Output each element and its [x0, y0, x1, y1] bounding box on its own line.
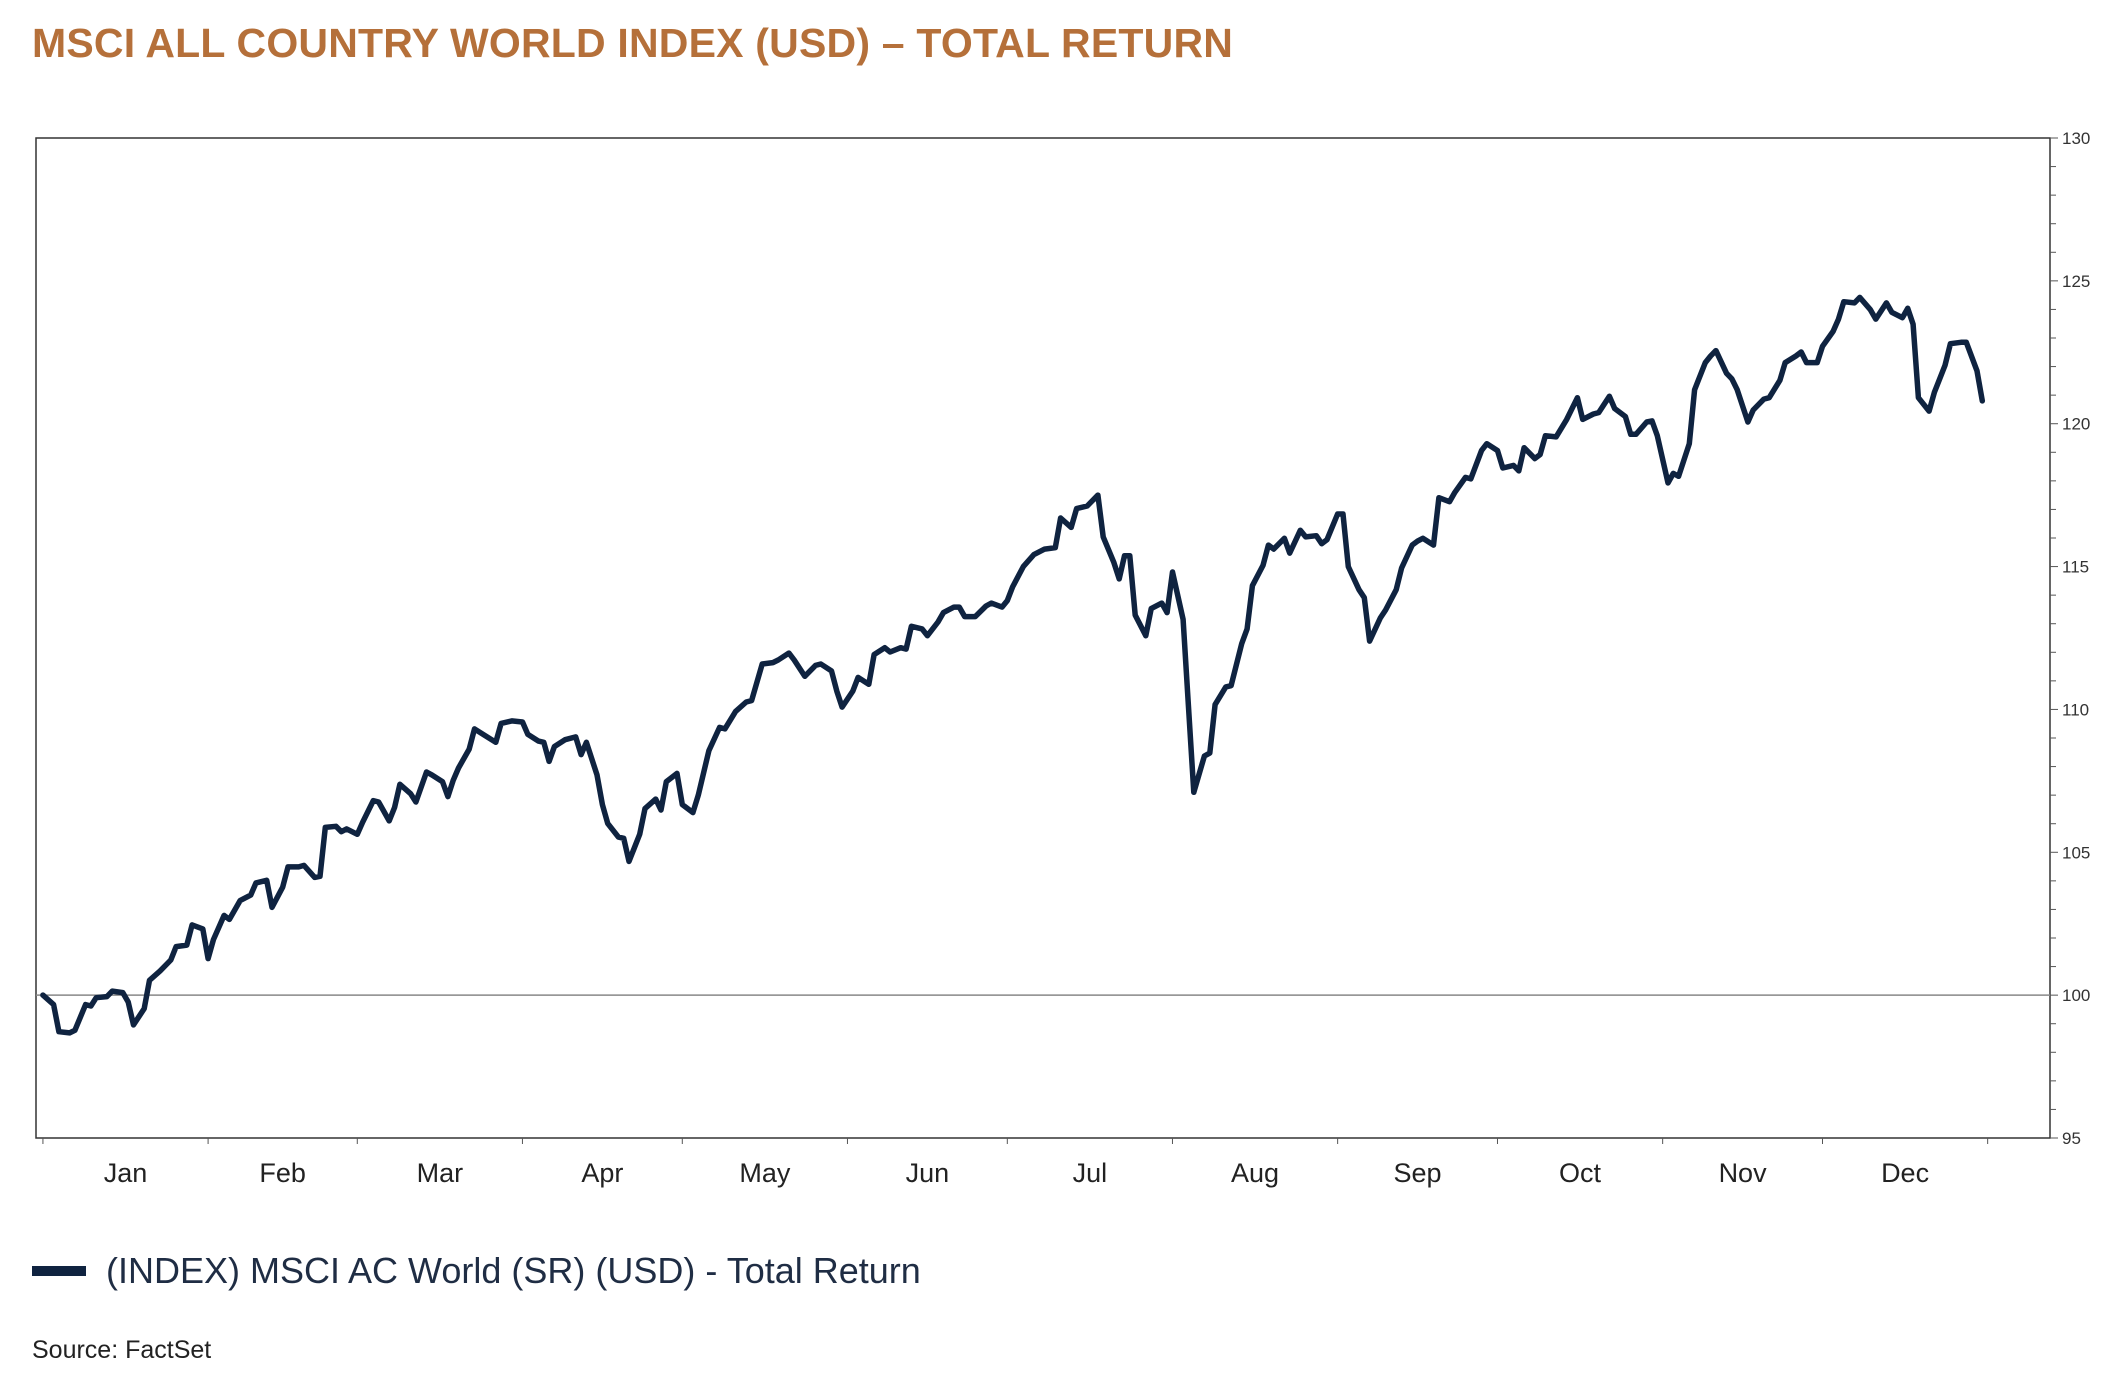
x-tick-label: Aug	[1231, 1158, 1279, 1188]
y-tick-label: 130	[2062, 129, 2090, 148]
series-line	[40, 294, 1986, 1036]
x-tick-label: Jun	[906, 1158, 950, 1188]
y-tick-label: 100	[2062, 986, 2090, 1005]
x-tick-label: Sep	[1394, 1158, 1442, 1188]
source-note: Source: FactSet	[32, 1336, 212, 1364]
x-tick-label: Mar	[417, 1158, 464, 1188]
x-tick-label: Nov	[1719, 1158, 1768, 1188]
x-tick-label: May	[739, 1158, 791, 1188]
y-tick-label: 105	[2062, 843, 2090, 862]
x-tick-label: Feb	[259, 1158, 306, 1188]
y-tick-label: 120	[2062, 415, 2090, 434]
y-tick-label: 95	[2062, 1129, 2081, 1148]
chart-title: MSCI ALL COUNTRY WORLD INDEX (USD) – TOT…	[32, 20, 1234, 66]
legend-swatch	[32, 1266, 86, 1276]
legend-label: (INDEX) MSCI AC World (SR) (USD) - Total…	[106, 1250, 921, 1291]
x-tick-label: Apr	[581, 1158, 623, 1188]
y-tick-label: 125	[2062, 272, 2090, 291]
plot-frame	[35, 137, 2051, 1139]
legend: (INDEX) MSCI AC World (SR) (USD) - Total…	[32, 1250, 921, 1292]
y-tick-label: 115	[2062, 558, 2089, 577]
x-tick-label: Dec	[1881, 1158, 1929, 1188]
x-tick-label: Jan	[104, 1158, 148, 1188]
y-tick-label: 110	[2062, 700, 2089, 719]
x-tick-label: Jul	[1073, 1158, 1108, 1188]
x-tick-label: Oct	[1559, 1158, 1602, 1188]
